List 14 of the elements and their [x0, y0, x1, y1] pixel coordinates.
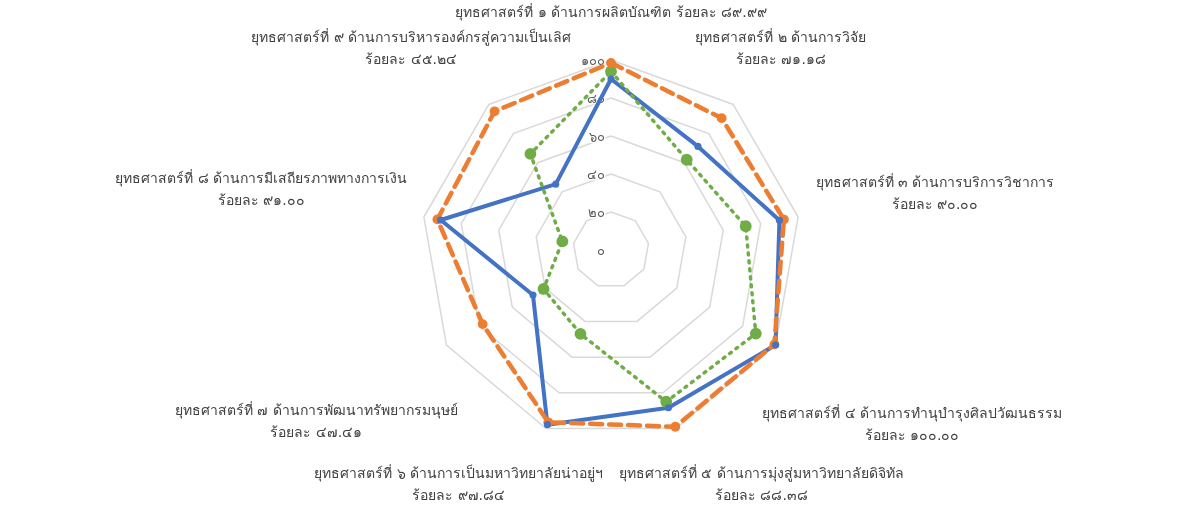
y-tick-label: ๒๐ — [588, 204, 605, 220]
spoke-label: ยุทธศาสตร์ที่ ๖ ด้านการเป็นมหาวิทยาลัยน่าอยู่ฯ ร้อยละ ๙๗.๘๔ — [314, 464, 603, 503]
spoke-label: ยุทธศาสตร์ที่ ๙ ด้านการบริหารองค์กรสู่ความเป็นเลิศ ร้อยละ ๔๕.๒๔ — [251, 28, 571, 67]
spoke-label: ยุทธศาสตร์ที่ ๕ ด้านการมุ่งสู่มหาวิทยาลัยดิจิทัล ร้อยละ ๘๘.๓๘ — [619, 464, 904, 503]
y-tick-label: ๔๐ — [587, 166, 605, 182]
y-tick-label: ๑๐๐ — [581, 52, 605, 68]
spoke-label: ยุทธศาสตร์ที่ ๑ ด้านการผลิตบัณฑิต ร้อยละ ๘๙.๙๙ — [455, 3, 767, 21]
spoke-label: ยุทธศาสตร์ที่ ๓ ด้านการบริการวิชาการ ร้อยละ ๙๐.๐๐ — [815, 173, 1055, 213]
spoke-label: ยุทธศาสตร์ที่ ๒ ด้านการวิจัย ร้อยละ ๗๑.๑๘ — [695, 28, 867, 67]
spoke-label: ยุทธศาสตร์ที่ ๔ ด้านการทำนุบำรุงศิลปวัฒนธรรม ร้อยละ ๑๐๐.๐๐ — [762, 404, 1062, 444]
spoke-label: ยุทธศาสตร์ที่ ๗ ด้านการพัฒนาทรัพยากรมนุษย์ ร้อยละ ๔๗.๔๑ — [174, 400, 458, 440]
y-tick-label: ๐ — [597, 242, 605, 258]
y-tick-label: ๖๐ — [589, 128, 605, 144]
spoke-label: ยุทธศาสตร์ที่ ๘ ด้านการมีเสถียรภาพทางการเงิน ร้อยละ ๙๑.๐๐ — [115, 168, 408, 208]
